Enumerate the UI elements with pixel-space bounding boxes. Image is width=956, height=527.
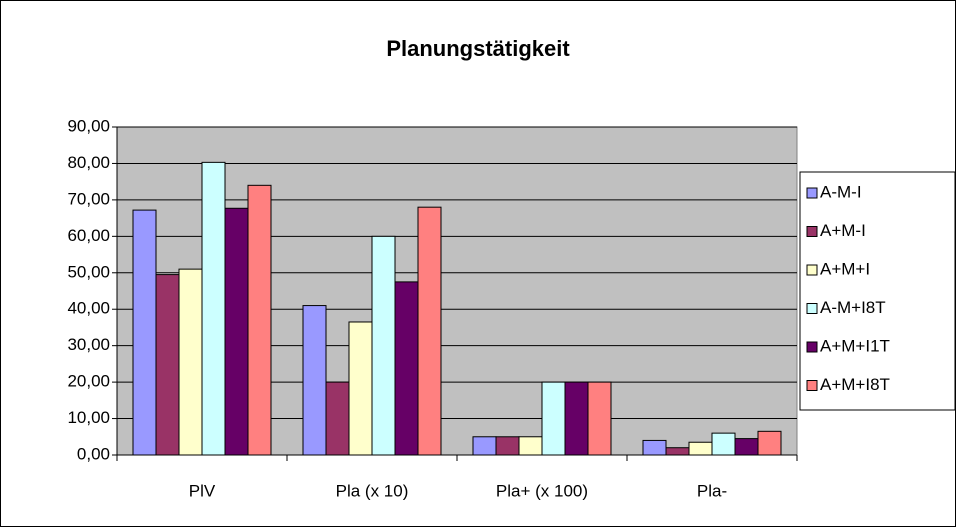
bar — [325, 381, 350, 456]
legend-swatch — [806, 264, 818, 276]
bar — [155, 274, 180, 456]
bar — [417, 206, 442, 456]
bar — [688, 441, 713, 456]
x-tick-label: PlV — [189, 481, 216, 500]
bar — [201, 161, 226, 456]
x-tick-label: Pla- — [697, 481, 727, 500]
bar — [495, 436, 520, 456]
bar — [302, 305, 327, 456]
bar — [564, 381, 589, 456]
bar — [711, 432, 736, 456]
legend-swatch — [806, 303, 818, 314]
bar — [472, 436, 497, 456]
y-tick-label: 50,00 — [67, 262, 110, 281]
y-tick-label: 20,00 — [67, 372, 110, 391]
bar — [371, 235, 396, 456]
bar — [757, 430, 782, 456]
legend-label: A+M+I1T — [820, 336, 890, 355]
bar — [394, 281, 419, 456]
y-tick-label: 40,00 — [67, 299, 110, 318]
y-tick-label: 10,00 — [67, 408, 110, 427]
legend-swatch — [806, 341, 818, 353]
y-tick-label: 60,00 — [67, 226, 110, 245]
legend-swatch — [806, 187, 818, 199]
legend-label: A+M-I — [820, 221, 866, 240]
bar — [178, 268, 203, 456]
legend-swatch — [806, 226, 818, 237]
y-tick-label: 80,00 — [67, 153, 110, 172]
bar — [518, 436, 543, 456]
bar — [247, 184, 272, 456]
legend-label: A+M+I8T — [820, 375, 890, 394]
bar — [587, 381, 612, 456]
bar — [541, 381, 566, 456]
bar — [734, 438, 759, 456]
legend-label: A-M-I — [820, 182, 862, 201]
bar — [642, 439, 667, 456]
x-tick-label: Pla (x 10) — [336, 481, 409, 500]
y-tick-label: 70,00 — [67, 189, 110, 208]
bar — [132, 209, 157, 456]
chart-title: Planungstätigkeit — [386, 36, 570, 61]
legend-swatch — [806, 380, 818, 391]
y-tick-label: 0,00 — [77, 444, 110, 463]
x-tick-label: Pla+ (x 100) — [496, 481, 588, 500]
legend — [799, 171, 956, 411]
legend-label: A+M+I — [820, 259, 870, 278]
y-tick-label: 30,00 — [67, 335, 110, 354]
legend-label: A-M+I8T — [820, 298, 886, 317]
y-tick-label: 90,00 — [67, 116, 110, 135]
bar — [665, 447, 690, 456]
bar — [348, 321, 373, 456]
bar — [224, 207, 249, 456]
